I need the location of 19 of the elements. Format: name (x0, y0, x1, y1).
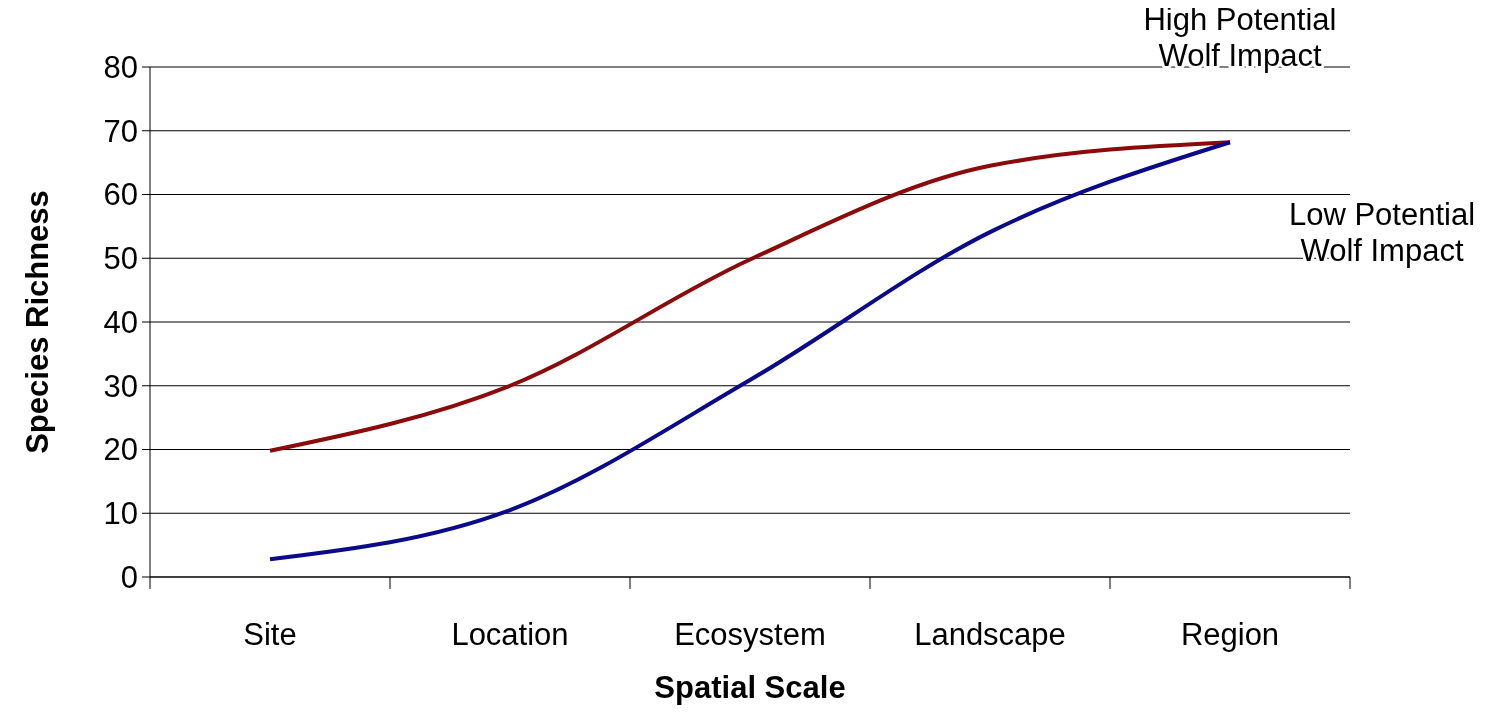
x-tick-label: Landscape (914, 617, 1066, 652)
text: High Potential Wolf Impact (1143, 2, 1337, 74)
x-tick-label: Location (451, 617, 569, 652)
y-axis-title: Species Richness (20, 190, 55, 454)
x-tick-label: Ecosystem (674, 617, 826, 652)
y-tick-label: 30 (103, 368, 138, 404)
y-tick-label: 20 (103, 432, 138, 468)
x-tick-label: Site (243, 617, 297, 652)
y-tick-label: 10 (103, 496, 138, 532)
y-tick-label: 80 (103, 49, 138, 85)
y-tick-label: 0 (120, 559, 138, 595)
y-tick-label: 60 (103, 177, 138, 213)
line-series (268, 140, 1232, 562)
line-series (268, 140, 1232, 453)
x-axis-title: Spatial Scale (654, 670, 846, 705)
y-tick-label: 40 (103, 304, 138, 340)
y-tick-label: 70 (103, 113, 138, 149)
x-tick-label: Region (1180, 617, 1280, 652)
y-tick-label: 50 (103, 241, 138, 277)
